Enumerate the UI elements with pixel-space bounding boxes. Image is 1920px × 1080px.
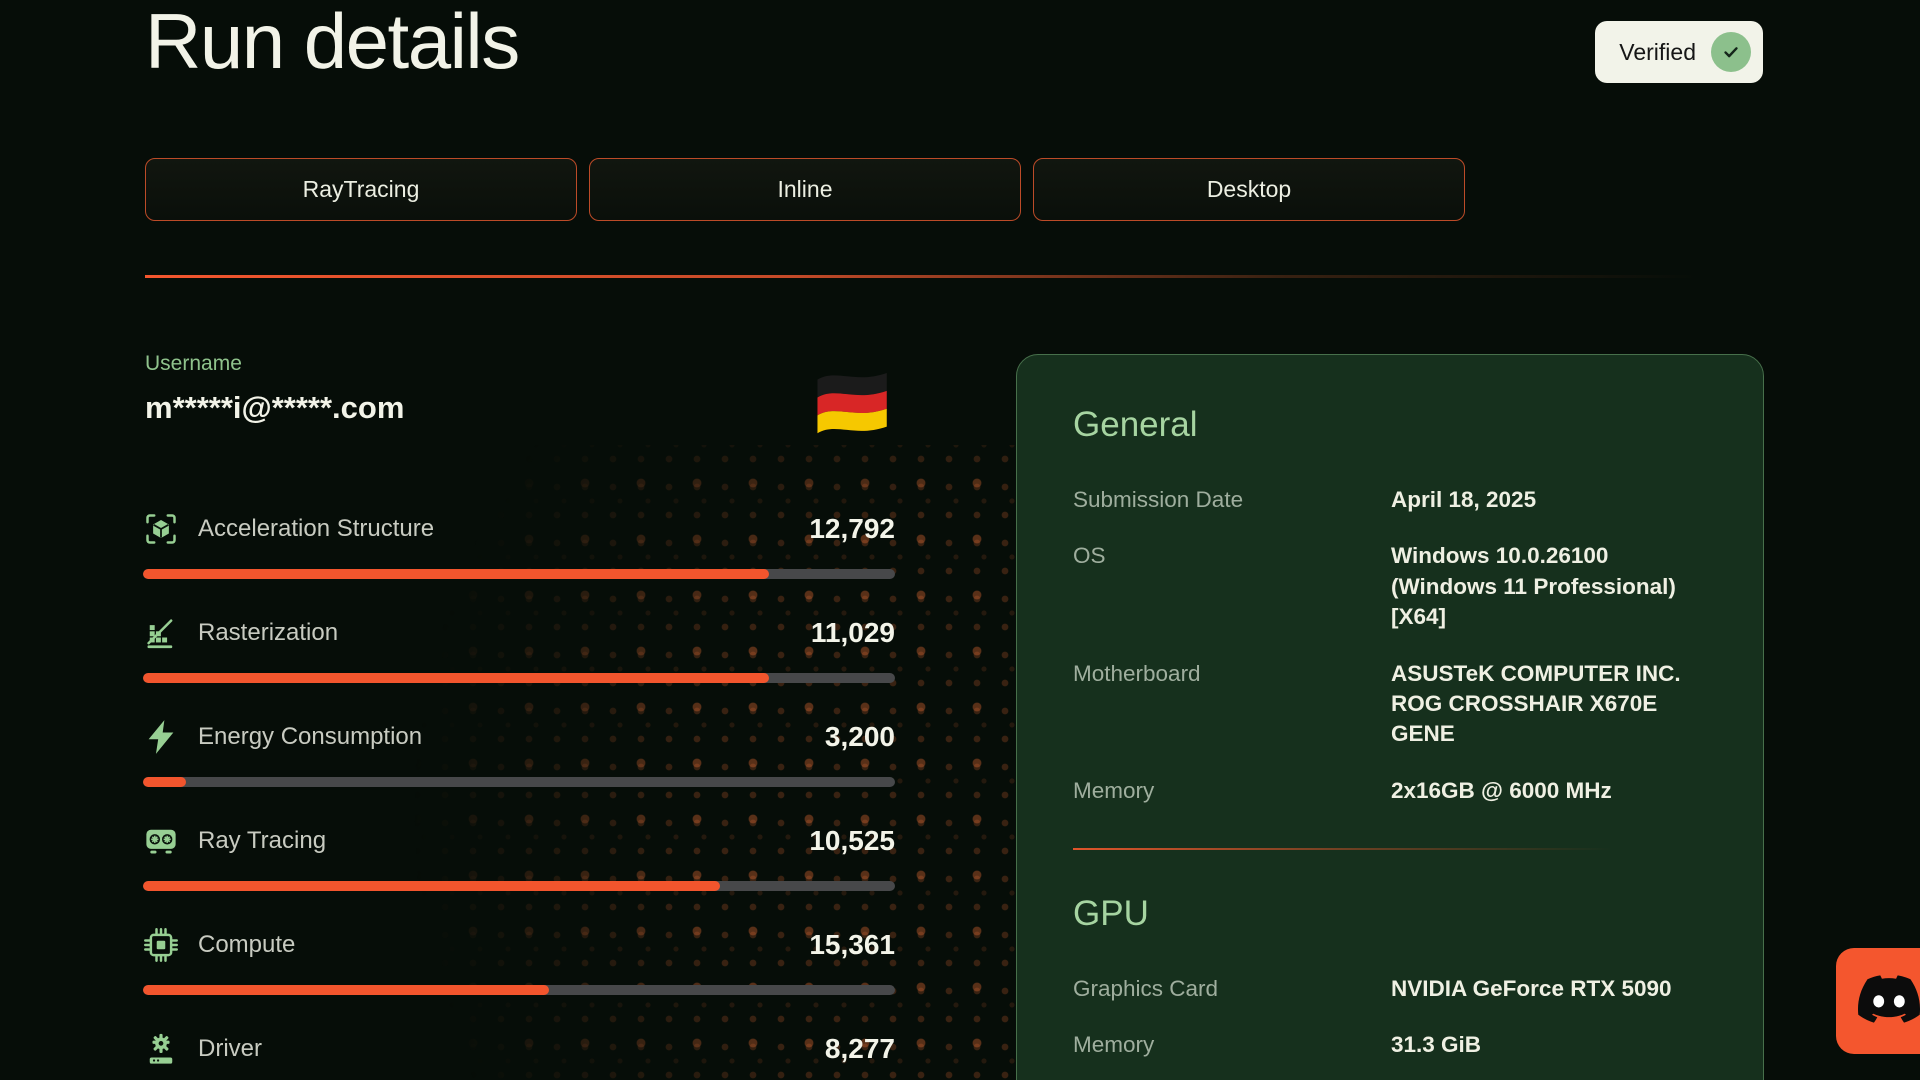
score-label: Compute xyxy=(198,931,296,958)
info-row: OS Windows 10.0.26100 (Windows 11 Profes… xyxy=(1073,541,1707,632)
info-row-label: Graphics Card xyxy=(1073,976,1219,1001)
score-progress-fill xyxy=(143,881,720,891)
score-progress-track xyxy=(143,777,895,787)
info-row-label: Motherboard xyxy=(1073,660,1201,686)
score-label: Rasterization xyxy=(198,619,339,646)
score-row: Rasterization 11,029 xyxy=(143,597,895,701)
score-progress-fill xyxy=(143,673,770,683)
score-value: 15,361 xyxy=(809,929,895,960)
panel-orange-divider xyxy=(1073,848,1707,850)
info-row-label: Submission Date xyxy=(1073,487,1244,512)
score-progress-fill xyxy=(143,569,770,579)
score-row: Ray Tracing 10,525 xyxy=(143,805,895,909)
info-row-value: 31.3 GiB xyxy=(1391,1032,1482,1058)
page-title: Run details xyxy=(145,0,520,85)
rasterization-icon xyxy=(143,615,179,651)
info-row: Memory 31.3 GiB xyxy=(1073,1030,1707,1060)
score-progress-track xyxy=(143,881,895,891)
verified-badge-label: Verified xyxy=(1619,38,1696,65)
username-label: Username xyxy=(145,352,242,375)
score-list: Acceleration Structure 12,792 Rasterizat… xyxy=(143,493,895,1080)
score-row: Energy Consumption 3,200 xyxy=(143,701,895,805)
info-row-value: ASUSTeK COMPUTER INC. ROG CROSSHAIR X670… xyxy=(1391,660,1681,747)
score-label: Ray Tracing xyxy=(198,827,327,854)
system-info-panel: General Submission Date April 18, 2025 O… xyxy=(1016,354,1764,1080)
info-row: Graphics Card NVIDIA GeForce RTX 5090 xyxy=(1073,974,1707,1004)
score-value: 3,200 xyxy=(824,721,895,752)
score-value: 12,792 xyxy=(809,513,895,544)
info-row-label: Memory xyxy=(1073,1032,1155,1058)
driver-icon xyxy=(143,1031,179,1067)
info-row-value: 2x16GB @ 6000 MHz xyxy=(1391,777,1612,803)
germany-flag-icon xyxy=(805,364,897,440)
verified-badge: Verified xyxy=(1595,21,1763,83)
score-label: Driver xyxy=(198,1035,262,1062)
orange-divider xyxy=(145,275,1762,278)
tab-desktop[interactable]: Desktop xyxy=(1033,158,1465,221)
check-icon xyxy=(1711,32,1751,72)
score-row: Compute 15,361 xyxy=(143,909,895,1013)
score-value: 10,525 xyxy=(809,825,895,856)
score-progress-track xyxy=(143,673,895,683)
info-row-value: NVIDIA GeForce RTX 5090 xyxy=(1391,976,1672,1001)
info-row: Submission Date April 18, 2025 xyxy=(1073,485,1707,515)
discord-button[interactable] xyxy=(1836,948,1920,1054)
energy-consumption-icon xyxy=(143,719,179,755)
score-row: Driver 8,277 xyxy=(143,1013,895,1080)
score-row: Acceleration Structure 12,792 xyxy=(143,493,895,597)
score-progress-fill xyxy=(143,985,550,995)
compute-icon xyxy=(143,927,179,963)
info-row: Memory 2x16GB @ 6000 MHz xyxy=(1073,776,1707,806)
username-value: m*****i@*****.com xyxy=(145,390,405,425)
score-progress-fill xyxy=(143,777,186,787)
discord-icon xyxy=(1858,968,1920,1035)
panel-section-title: General xyxy=(1073,405,1198,444)
user-block: Username m*****i@*****.com xyxy=(145,352,404,426)
score-value: 8,277 xyxy=(824,1033,895,1064)
score-value: 11,029 xyxy=(810,617,895,648)
view-tabs: RayTracing Inline Desktop xyxy=(145,158,1465,221)
tab-inline[interactable]: Inline xyxy=(589,158,1021,221)
tab-raytracing[interactable]: RayTracing xyxy=(145,158,577,221)
info-row-value: April 18, 2025 xyxy=(1391,487,1537,512)
info-row-label: Memory xyxy=(1073,777,1155,803)
ray-tracing-icon xyxy=(143,823,179,859)
score-progress-track xyxy=(143,569,895,579)
info-row-label: OS xyxy=(1073,543,1106,569)
acceleration-structure-icon xyxy=(143,511,179,547)
score-label: Acceleration Structure xyxy=(198,515,435,542)
score-label: Energy Consumption xyxy=(198,723,423,750)
panel-section-title: GPU xyxy=(1073,894,1149,933)
info-row: Motherboard ASUSTeK COMPUTER INC. ROG CR… xyxy=(1073,659,1707,750)
score-progress-track xyxy=(143,985,895,995)
info-row-value: Windows 10.0.26100 (Windows 11 Professio… xyxy=(1391,543,1676,630)
